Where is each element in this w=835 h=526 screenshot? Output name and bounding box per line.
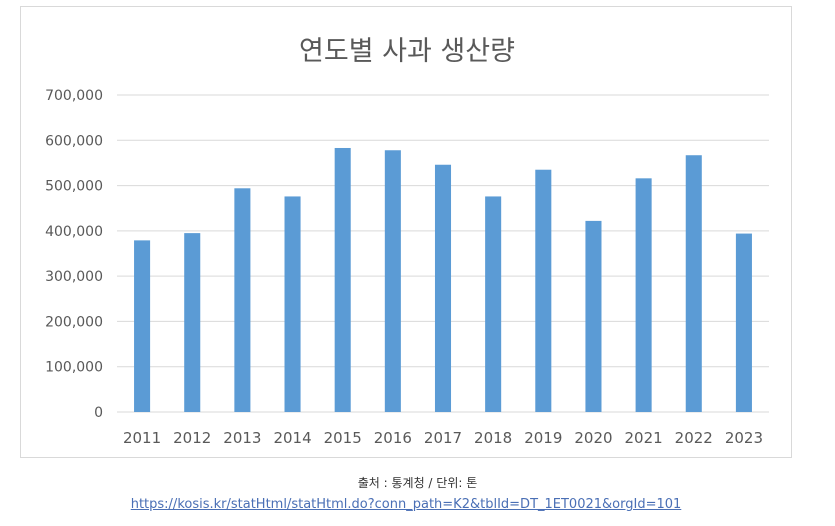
bar-2023: [735, 233, 752, 412]
bar-chart: 0 100,000 200,000 300,000 400,000 500,000 600,…: [45, 88, 769, 447]
bar-2014: [284, 196, 301, 412]
chart-title: 연도별 사과 생산량: [299, 36, 515, 67]
y-tick-label: 300,000: [45, 269, 103, 285]
bar-2015: [334, 147, 351, 412]
x-tick-label: 2018: [474, 429, 512, 447]
y-tick-label: 0: [94, 405, 103, 421]
chart-frame: 연도별 사과 생산량 0 100,000 200,000 300,000 400,000…: [20, 6, 792, 458]
y-tick-label: 200,000: [45, 314, 103, 330]
x-tick-label: 2021: [625, 429, 663, 447]
bar-2013: [234, 188, 251, 412]
y-tick-label: 400,000: [45, 224, 103, 240]
source-note: 출처 : 통계청 / 단위: 톤: [357, 476, 478, 490]
x-tick-label: 2022: [675, 429, 713, 447]
x-tick-label: 2023: [725, 429, 763, 447]
bar-2016: [384, 150, 401, 412]
source-link[interactable]: https://kosis.kr/statHtml/statHtml.do?co…: [130, 497, 682, 512]
x-tick-label: 2019: [524, 429, 562, 447]
x-tick-label: 2013: [223, 429, 261, 447]
y-tick-label: 700,000: [45, 88, 103, 104]
x-tick-label: 2020: [574, 429, 612, 447]
x-tick-label: 2011: [123, 429, 161, 447]
x-tick-label: 2017: [424, 429, 462, 447]
x-tick-label: 2015: [324, 429, 362, 447]
bar-2022: [685, 155, 702, 413]
bar-2011: [134, 240, 151, 412]
y-tick-label: 500,000: [45, 179, 103, 195]
x-tick-label: 2012: [173, 429, 211, 447]
bar-2018: [485, 196, 502, 412]
y-tick-label: 100,000: [45, 360, 103, 376]
x-tick-label: 2016: [374, 429, 412, 447]
x-tick-label: 2014: [273, 429, 311, 447]
bar-2019: [535, 169, 552, 412]
bar-2020: [585, 220, 602, 412]
bar-2021: [635, 178, 652, 412]
bar-2017: [434, 164, 452, 412]
bar-2012: [184, 233, 201, 412]
y-tick-label: 600,000: [45, 133, 103, 149]
